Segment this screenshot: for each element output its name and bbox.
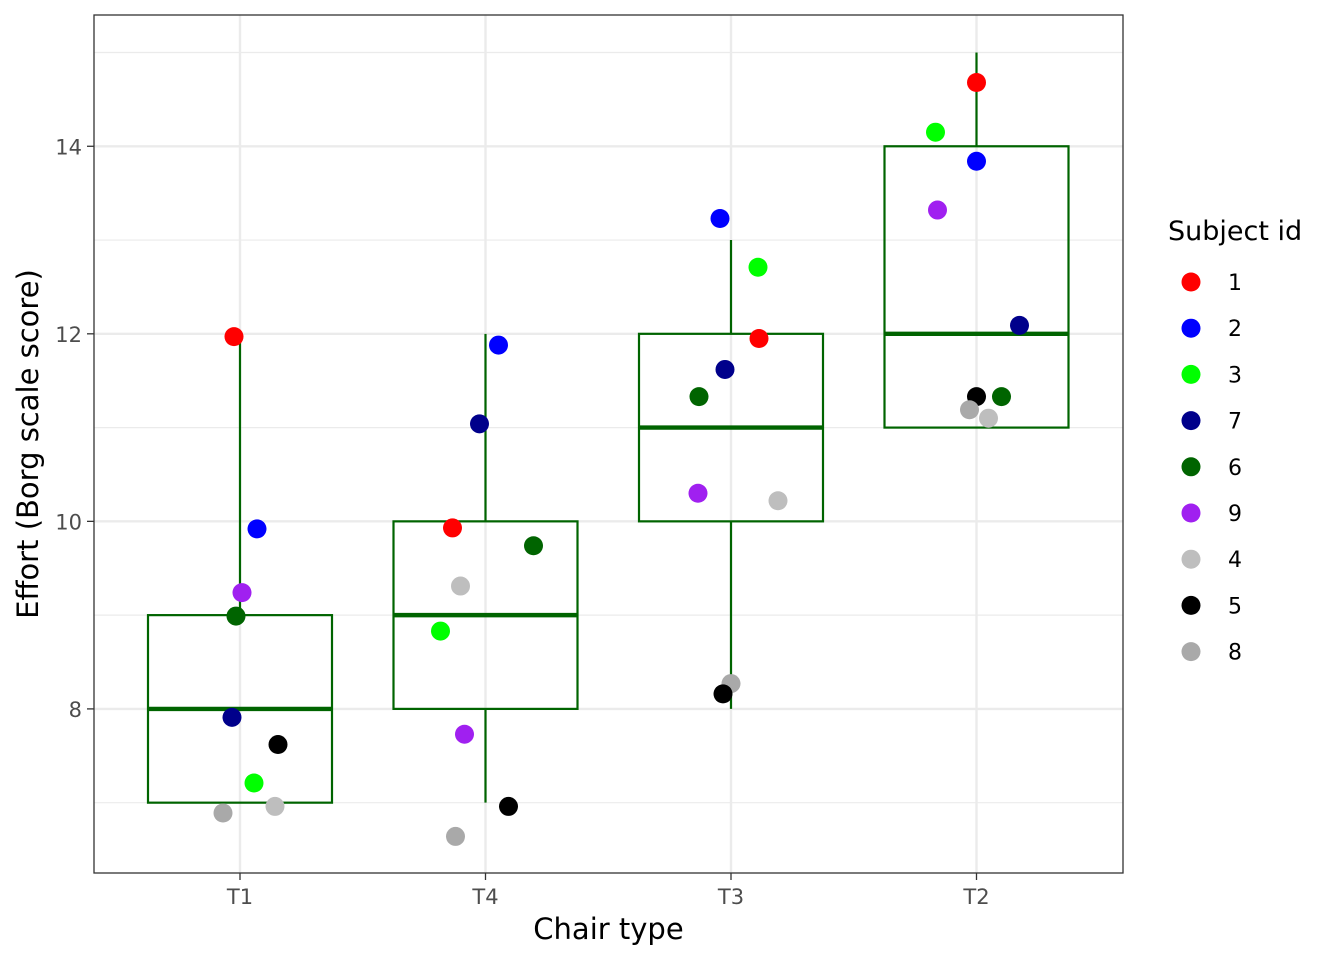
legend-label: 6 — [1228, 456, 1242, 481]
point-subject-5 — [268, 735, 288, 755]
box-T2 — [883, 52, 1070, 429]
legend-entries: 1 2 3 7 6 9 4 5 8 — [1181, 271, 1242, 666]
legend-label: 8 — [1228, 641, 1242, 666]
legend-label: 3 — [1228, 363, 1242, 388]
point-subject-1 — [749, 329, 769, 349]
legend-label: 2 — [1228, 317, 1242, 342]
x-tick-label: T3 — [717, 885, 744, 909]
y-tick-label: 8 — [69, 698, 82, 722]
point-subject-7 — [470, 414, 489, 434]
legend-key-4 — [1181, 549, 1201, 569]
legend-key-8 — [1181, 642, 1201, 662]
point-subject-7 — [715, 359, 735, 379]
legend-key-6 — [1181, 457, 1201, 477]
box-iqr — [883, 145, 1070, 429]
legend-title: Subject id — [1168, 216, 1302, 247]
point-subject-2 — [247, 519, 267, 539]
y-tick-label: 10 — [55, 510, 82, 534]
legend-label: 5 — [1228, 594, 1242, 619]
legend-key-2 — [1181, 318, 1201, 338]
point-subject-6 — [689, 387, 709, 407]
legend-key-1 — [1181, 272, 1201, 292]
point-subject-8 — [446, 826, 465, 846]
point-subject-5 — [499, 796, 518, 816]
point-subject-6 — [226, 606, 246, 626]
point-subject-4 — [451, 576, 470, 596]
point-subject-1 — [443, 518, 462, 538]
point-subject-9 — [688, 483, 708, 503]
legend: Subject id 1 2 3 7 6 9 4 5 8 — [1168, 216, 1302, 666]
legend-label: 1 — [1228, 271, 1242, 296]
legend-label: 4 — [1228, 548, 1242, 573]
point-subject-9 — [455, 724, 474, 744]
point-subject-8 — [213, 803, 233, 823]
point-subject-2 — [489, 335, 508, 355]
legend-label: 7 — [1228, 410, 1242, 435]
point-subject-7 — [1010, 315, 1029, 335]
point-subject-6 — [524, 536, 543, 556]
x-axis-title: Chair type — [533, 912, 683, 946]
point-subject-4 — [265, 796, 285, 816]
point-subject-4 — [979, 408, 998, 428]
point-subject-1 — [967, 73, 986, 93]
point-subject-6 — [992, 387, 1011, 407]
axes: 8 10 12 14 T1 T4 T3 T2 — [55, 135, 989, 909]
point-subject-3 — [748, 257, 768, 277]
legend-key-5 — [1181, 595, 1201, 615]
panel-border — [93, 14, 1124, 874]
x-tick-label: T4 — [471, 885, 498, 909]
point-subject-9 — [232, 583, 252, 603]
grid-lines — [94, 15, 1123, 873]
point-subject-1 — [224, 327, 244, 347]
point-subject-2 — [710, 208, 730, 228]
point-subject-3 — [431, 621, 450, 641]
point-subject-3 — [926, 122, 945, 142]
plot-panel — [94, 15, 1123, 873]
point-subject-4 — [768, 491, 788, 511]
data-points — [213, 73, 1029, 846]
legend-key-7 — [1181, 411, 1201, 431]
point-subject-9 — [928, 200, 947, 220]
legend-label: 9 — [1228, 502, 1242, 527]
point-subject-8 — [960, 400, 979, 420]
y-tick-label: 14 — [55, 135, 82, 159]
x-tick-label: T2 — [962, 885, 989, 909]
legend-key-9 — [1181, 503, 1201, 523]
point-subject-2 — [967, 151, 986, 171]
point-subject-3 — [244, 773, 264, 793]
point-subject-7 — [222, 707, 242, 727]
x-tick-label: T1 — [226, 885, 253, 909]
y-axis-title: Effort (Borg scale score) — [11, 269, 45, 619]
y-tick-label: 12 — [55, 323, 82, 347]
point-subject-5 — [713, 684, 733, 704]
legend-key-3 — [1181, 364, 1201, 384]
